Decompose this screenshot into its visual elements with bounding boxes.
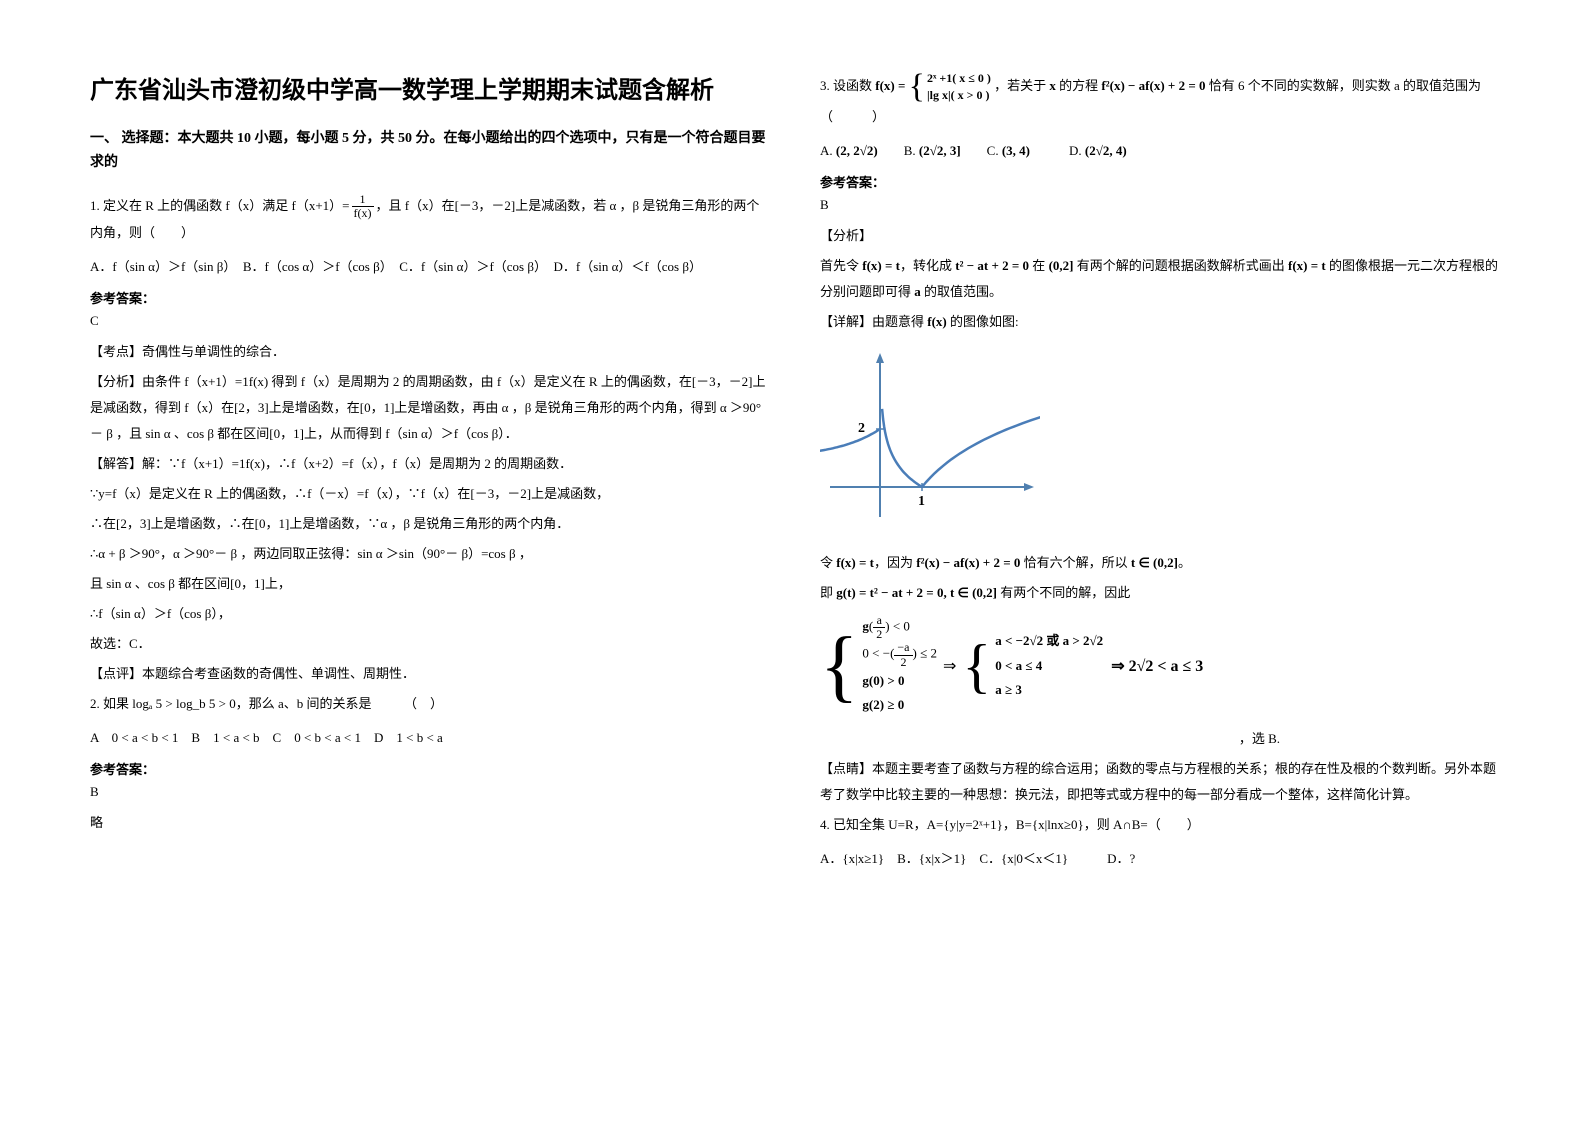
q3-graph: 21 — [820, 347, 1040, 537]
q1-e4: ∵y=f（x）是定义在 R 上的偶函数，∴f（－x）=f（x），∵f（x）在[－… — [90, 481, 770, 507]
q1-options: A．f（sin α）＞f（sin β） B．f（cos α）＞f（cos β） … — [90, 254, 770, 280]
q3-system: { g(a2) < 0 0 < −(−a2) ≤ 2 g(0) > 0 g(2)… — [820, 614, 1500, 718]
q1-stem: 1. 定义在 R 上的偶函数 f（x）满足 f（x+1）=1f(x)，且 f（x… — [90, 193, 770, 247]
q1-e5: ∴在[2，3]上是增函数，∴在[0，1]上是增函数，∵α ，β 是锐角三角形的两… — [90, 511, 770, 537]
q3-options: A. (2, 2√2) B. (2√2, 3] C. (3, 4) D. (2√… — [820, 138, 1500, 164]
q3-c: 的方程 — [1056, 78, 1102, 93]
q2-ans-label: 参考答案： — [90, 759, 770, 778]
q1-e7: 且 sin α 、cos β 都在区间[0，1]上， — [90, 571, 770, 597]
q1-e3b: ，∴f（x+2）=f（x），f（x）是周期为 2 的周期函数． — [265, 456, 572, 471]
q3-e3: 【详解】由题意得 f(x) 的图像如图: — [820, 309, 1500, 335]
q2-options: A 0 < a < b < 1 B 1 < a < b C 0 < b < a … — [90, 725, 770, 751]
q1-ans-label: 参考答案： — [90, 288, 770, 307]
sys2-l1: a < −2√2 或 a > 2√2 — [995, 629, 1103, 654]
q1-e6: ∴α + β ＞90°，α ＞90°－ β ，两边同取正弦得：sin α ＞si… — [90, 541, 770, 567]
q3-e4-t: t ∈ (0,2] — [1131, 555, 1178, 570]
q3-e4-eq: f²(x) − af(x) + 2 = 0 — [916, 555, 1020, 570]
q3-e2c: 在 — [1029, 258, 1049, 273]
q1-e9: 故选：C． — [90, 631, 770, 657]
q2-stem: 2. 如果 logₐ 5 > log_b 5 > 0，那么 a、b 间的关系是 … — [90, 691, 770, 717]
section-1-head: 一、 选择题：本大题共 10 小题，每小题 5 分，共 50 分。在每小题给出的… — [90, 127, 770, 175]
q1-text-a: 1. 定义在 R 上的偶函数 f（x）满足 f（x+1）= — [90, 198, 350, 213]
q3-e2a: 首先令 — [820, 258, 862, 273]
q3-e5: 即 g(t) = t² − at + 2 = 0, t ∈ (0,2] 有两个不… — [820, 580, 1500, 606]
q3-fx-label: f(x) = — [875, 78, 905, 93]
exam-title: 广东省汕头市澄初级中学高一数学理上学期期末试题含解析 — [90, 70, 770, 105]
q3-e4a: 令 — [820, 555, 836, 570]
q3-piecewise: { 2ˣ +1( x ≤ 0 ) |lg x|( x > 0 ) — [909, 70, 991, 104]
left-column: 广东省汕头市澄初级中学高一数学理上学期期末试题含解析 一、 选择题：本大题共 1… — [90, 70, 770, 880]
q3-e4: 令 f(x) = t，因为 f²(x) − af(x) + 2 = 0 恰有六个… — [820, 550, 1500, 576]
q3-eq: f²(x) − af(x) + 2 = 0 — [1101, 78, 1205, 93]
q1-expl-2: 【分析】由条件 f（x+1）=1f(x) 得到 f（x）是周期为 2 的周期函数… — [90, 369, 770, 447]
sys2-l2: 0 < a ≤ 4 — [995, 654, 1103, 679]
sys-tail: ，选 B. — [820, 726, 1500, 752]
q2-log: logₐ 5 > log_b 5 > 0 — [132, 696, 235, 711]
q3-e2-int: (0,2] — [1049, 258, 1074, 273]
svg-text:1: 1 — [918, 494, 925, 509]
q3-e2b: ，转化成 — [900, 258, 955, 273]
q3-stem: 3. 设函数 f(x) = { 2ˣ +1( x ≤ 0 ) |lg x|( x… — [820, 70, 1500, 130]
q3-e5a: 即 — [820, 585, 836, 600]
q3-e5b: 有两个不同的解，因此 — [997, 585, 1130, 600]
q3-e5-g: g(t) = t² − at + 2 = 0, t ∈ (0,2] — [836, 585, 997, 600]
q4-stem: 4. 已知全集 U=R，A={y|y=2ˣ+1}，B={x|lnx≥0}，则 A… — [820, 812, 1500, 838]
q3-e3b: 的图像如图: — [947, 314, 1019, 329]
q3-b: ，若关于 — [994, 78, 1049, 93]
sys2-l3: a ≥ 3 — [995, 678, 1103, 703]
q3-case1: 2ˣ +1( x ≤ 0 ) — [927, 70, 991, 87]
q1-expl-1: 【考点】奇偶性与单调性的综合． — [90, 339, 770, 365]
q1-e2-frac: 1f(x) — [242, 374, 268, 389]
q3-e4-fx: f(x) = t — [836, 555, 874, 570]
q3-fx: f(x) = — [875, 78, 905, 93]
q3-e6: 【点睛】本题主要考查了函数与方程的综合运用；函数的零点与方程根的关系；根的存在性… — [820, 756, 1500, 808]
q1-e3-frac: 1f(x) — [239, 456, 265, 471]
q2-expl: 略 — [90, 810, 770, 836]
q3-e2-fx: f(x) = t — [862, 258, 900, 273]
q3-optC: (3, 4) — [1002, 143, 1030, 158]
q3-ans-label: 参考答案： — [820, 172, 1500, 191]
sys-result: ⇒ 2√2 < a ≤ 3 — [1111, 656, 1203, 676]
q3-optA: (2, 2√2) — [836, 143, 878, 158]
q2-a: 2. 如果 — [90, 696, 132, 711]
svg-text:2: 2 — [858, 421, 865, 436]
q3-a: 3. 设函数 — [820, 78, 875, 93]
q3-e4d: 。 — [1178, 555, 1191, 570]
q1-e3a: 【解答】解：∵f（x+1）= — [90, 456, 239, 471]
q3-optB: (2√2, 3] — [919, 143, 961, 158]
q1-e8: ∴f（sin α）＞f（cos β）， — [90, 601, 770, 627]
q3-e3a: 【详解】由题意得 — [820, 314, 927, 329]
q1-frac: 1f(x) — [352, 193, 374, 220]
q1-e2a: 【分析】由条件 f（x+1）= — [90, 374, 242, 389]
q3-e1: 【分析】 — [820, 223, 1500, 249]
q4-options: A．{x|x≥1} B．{x|x＞1} C．{x|0＜x＜1} D．? — [820, 846, 1500, 872]
q3-e2d: 有两个解的问题根据函数解析式画出 — [1073, 258, 1288, 273]
q3-answer: B — [820, 197, 1500, 213]
q1-answer: C — [90, 313, 770, 329]
q3-e2f: 的取值范围。 — [921, 284, 1002, 299]
q3-e2: 首先令 f(x) = t，转化成 t² − at + 2 = 0 在 (0,2]… — [820, 253, 1500, 305]
q3-case2: |lg x|( x > 0 ) — [927, 87, 991, 104]
right-column: 3. 设函数 f(x) = { 2ˣ +1( x ≤ 0 ) |lg x|( x… — [820, 70, 1500, 880]
q2-b: ，那么 a、b 间的关系是 （ ） — [236, 696, 443, 711]
q3-e2-fx2: f(x) = t — [1288, 258, 1326, 273]
q3-e4b: ，因为 — [874, 555, 916, 570]
q1-e10: 【点评】本题综合考查函数的奇偶性、单调性、周期性． — [90, 661, 770, 687]
q3-e4c: 恰有六个解，所以 — [1020, 555, 1131, 570]
q2-answer: B — [90, 784, 770, 800]
q3-e3-fx: f(x) — [927, 314, 947, 329]
q3-optD: (2√2, 4) — [1085, 143, 1127, 158]
q3-e2-eq: t² − at + 2 = 0 — [955, 258, 1029, 273]
q1-expl-3: 【解答】解：∵f（x+1）=1f(x)，∴f（x+2）=f（x），f（x）是周期… — [90, 451, 770, 477]
